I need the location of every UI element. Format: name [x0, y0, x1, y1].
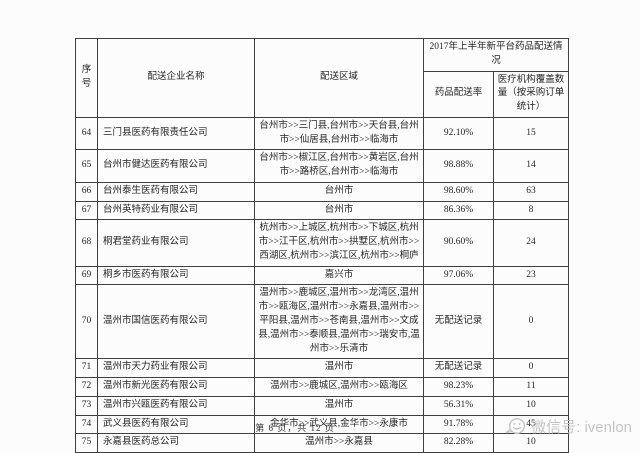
region-cell: 温州市 — [254, 358, 424, 379]
table-row: 72 温州市新光医药有限公司 温州市>>鹿城区,温州市>>瓯海区 98.23% … — [75, 377, 570, 397]
region-cell: 温州市 — [254, 395, 424, 416]
table-row: 69 桐乡市医药有限公司 嘉兴市 97.06% 23 — [75, 265, 570, 286]
header-group: 2017年上半年新平台药品配送情况 — [422, 38, 570, 72]
coverage-cell: 24 — [492, 219, 570, 267]
rate-cell: 98.60% — [423, 181, 494, 202]
header-company: 配送企业名称 — [97, 38, 255, 118]
serial-cell: 71 — [75, 358, 98, 379]
coverage-cell: 0 — [492, 284, 570, 360]
company-cell: 台州英特药业有限公司 — [97, 200, 255, 221]
coverage-cell: 11 — [492, 377, 570, 397]
table-row: 64 三门县医药有限责任公司 台州市>>三门县,台州市>>天台县,台州市>>仙居… — [75, 116, 570, 151]
table-row: 65 台州市健达医药有限公司 台州市>>椒江区,台州市>>黄岩区,台州市>>路桥… — [75, 149, 570, 183]
region-cell: 嘉兴市 — [254, 265, 424, 286]
company-cell: 温州市新光医药有限公司 — [97, 377, 255, 397]
header-serial: 序号 — [75, 38, 98, 118]
serial-cell: 70 — [75, 284, 98, 360]
header-rate: 药品配送率 — [423, 70, 494, 118]
region-cell: 杭州市>>上城区,杭州市>>下城区,杭州市>>江干区,杭州市>>拱墅区,杭州市>… — [254, 219, 424, 267]
coverage-cell: 23 — [492, 265, 570, 286]
coverage-cell: 14 — [492, 149, 570, 183]
table-row: 73 温州市兴瓯医药有限公司 温州市 56.31% 10 — [75, 395, 570, 416]
rate-cell: 56.31% — [423, 395, 494, 416]
rate-cell: 98.88% — [423, 149, 494, 183]
region-cell: 台州市>>三门县,台州市>>天台县,台州市>>仙居县,台州市>>临海市 — [254, 116, 424, 151]
rate-cell: 无配送记录 — [423, 284, 494, 360]
company-cell: 三门县医药有限责任公司 — [97, 116, 255, 151]
serial-cell: 68 — [75, 219, 98, 267]
coverage-cell: 15 — [492, 116, 570, 151]
company-cell: 温州市兴瓯医药有限公司 — [97, 395, 255, 416]
table-row: 66 台州泰生医药有限公司 台州市 98.60% 63 — [75, 181, 570, 202]
company-cell: 桐乡市医药有限公司 — [97, 265, 255, 286]
serial-cell: 75 — [75, 433, 98, 453]
region-cell: 温州市>>鹿城区,温州市>>龙湾区,温州市>>瓯海区,温州市>>永嘉县,温州市>… — [254, 284, 424, 360]
header-row-top: 序号 配送企业名称 配送区域 2017年上半年新平台药品配送情况 — [75, 38, 570, 118]
serial-cell: 66 — [75, 181, 98, 202]
serial-cell: 67 — [75, 200, 98, 221]
page-number: 第 6 页，共 12 页 — [255, 423, 335, 433]
company-cell: 台州市健达医药有限公司 — [97, 149, 255, 183]
table-row: 67 台州英特药业有限公司 台州市 86.36% 8 — [75, 200, 570, 221]
region-cell: 温州市>>鹿城区,温州市>>瓯海区 — [254, 377, 424, 397]
watermark-text: 微信号: ivenlon — [531, 419, 632, 436]
region-cell: 台州市 — [254, 181, 424, 202]
company-cell: 桐君堂药业有限公司 — [97, 219, 255, 267]
serial-cell: 64 — [75, 116, 98, 151]
coverage-cell: 8 — [492, 200, 570, 221]
coverage-cell: 0 — [492, 358, 570, 379]
region-cell: 温州市>>永嘉县 — [254, 433, 424, 453]
coverage-cell: 63 — [492, 181, 570, 202]
serial-cell: 65 — [75, 149, 98, 183]
table-row: 71 温州市天力药业有限公司 温州市 无配送记录 0 — [75, 358, 570, 379]
watermark: 微信号: ivenlon — [505, 416, 632, 437]
table-row: 68 桐君堂药业有限公司 杭州市>>上城区,杭州市>>下城区,杭州市>>江干区,… — [75, 219, 570, 267]
header-row-sub: 药品配送率 医疗机构覆盖数量（按采购订单统计） — [76, 70, 570, 118]
serial-cell: 73 — [75, 395, 98, 416]
wechat-icon — [505, 417, 527, 437]
rate-cell: 92.10% — [423, 116, 494, 151]
table-row: 70 温州市国信医药有限公司 温州市>>鹿城区,温州市>>龙湾区,温州市>>瓯海… — [75, 284, 570, 360]
company-cell: 永嘉县医药总公司 — [97, 433, 255, 453]
coverage-cell: 10 — [492, 433, 570, 453]
company-cell: 台州泰生医药有限公司 — [97, 181, 255, 202]
rate-cell: 90.60% — [423, 219, 494, 267]
company-cell: 温州市天力药业有限公司 — [97, 358, 255, 379]
region-cell: 台州市>>椒江区,台州市>>黄岩区,台州市>>路桥区,台州市>>临海市 — [254, 149, 424, 183]
rate-cell: 82.28% — [423, 433, 494, 453]
region-cell: 台州市 — [254, 200, 424, 221]
rate-cell: 97.06% — [423, 265, 494, 286]
rate-cell: 无配送记录 — [423, 358, 494, 379]
serial-cell: 72 — [75, 377, 98, 397]
serial-cell: 69 — [75, 265, 98, 286]
rate-cell: 86.36% — [423, 200, 494, 221]
table-row: 75 永嘉县医药总公司 温州市>>永嘉县 82.28% 10 — [75, 433, 570, 453]
distribution-table: 序号 配送企业名称 配送区域 2017年上半年新平台药品配送情况 药品配送率 医… — [75, 38, 570, 453]
rate-cell: 98.23% — [423, 377, 494, 397]
header-coverage: 医疗机构覆盖数量（按采购订单统计） — [492, 70, 570, 118]
coverage-cell: 10 — [492, 395, 570, 416]
company-cell: 温州市国信医药有限公司 — [97, 284, 255, 360]
header-region: 配送区域 — [254, 38, 424, 118]
